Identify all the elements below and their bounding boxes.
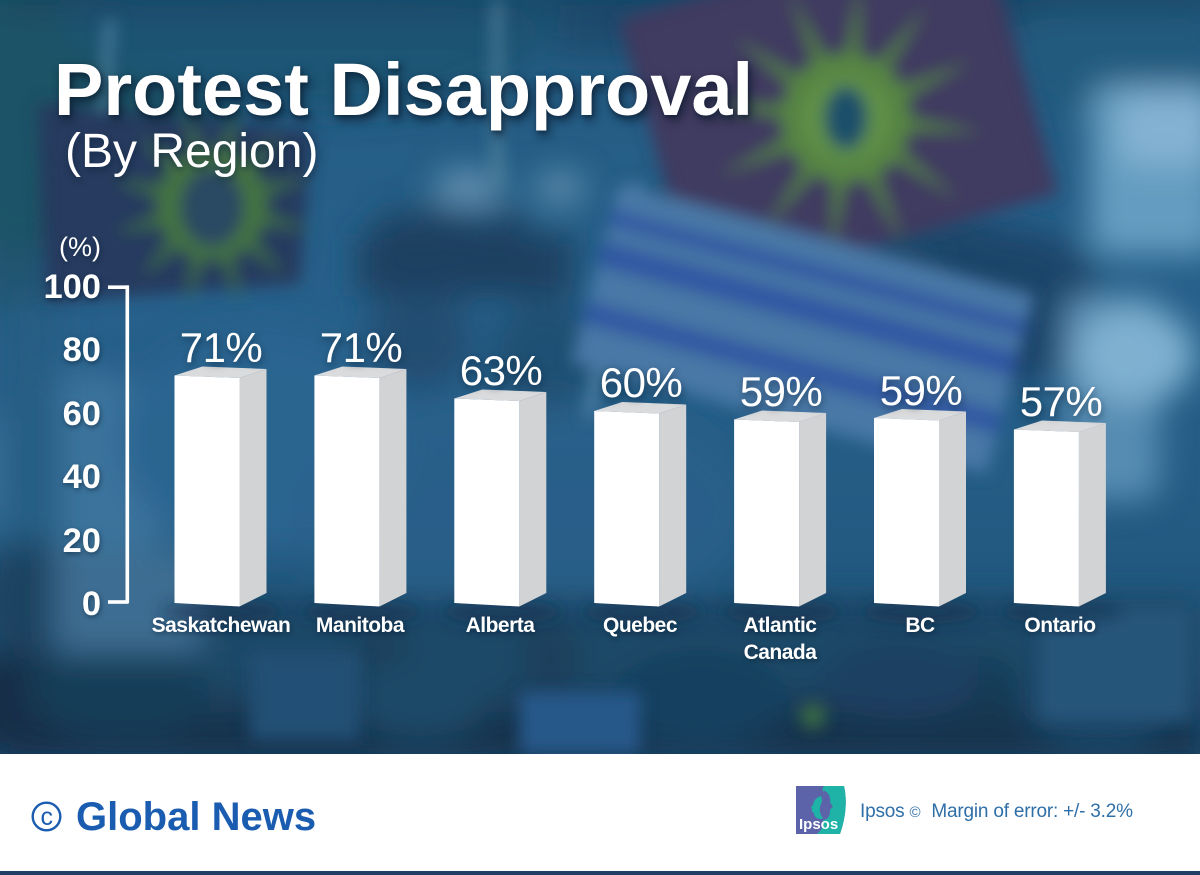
- svg-text:Ipsos: Ipsos: [799, 816, 838, 833]
- svg-text:c: c: [40, 803, 53, 831]
